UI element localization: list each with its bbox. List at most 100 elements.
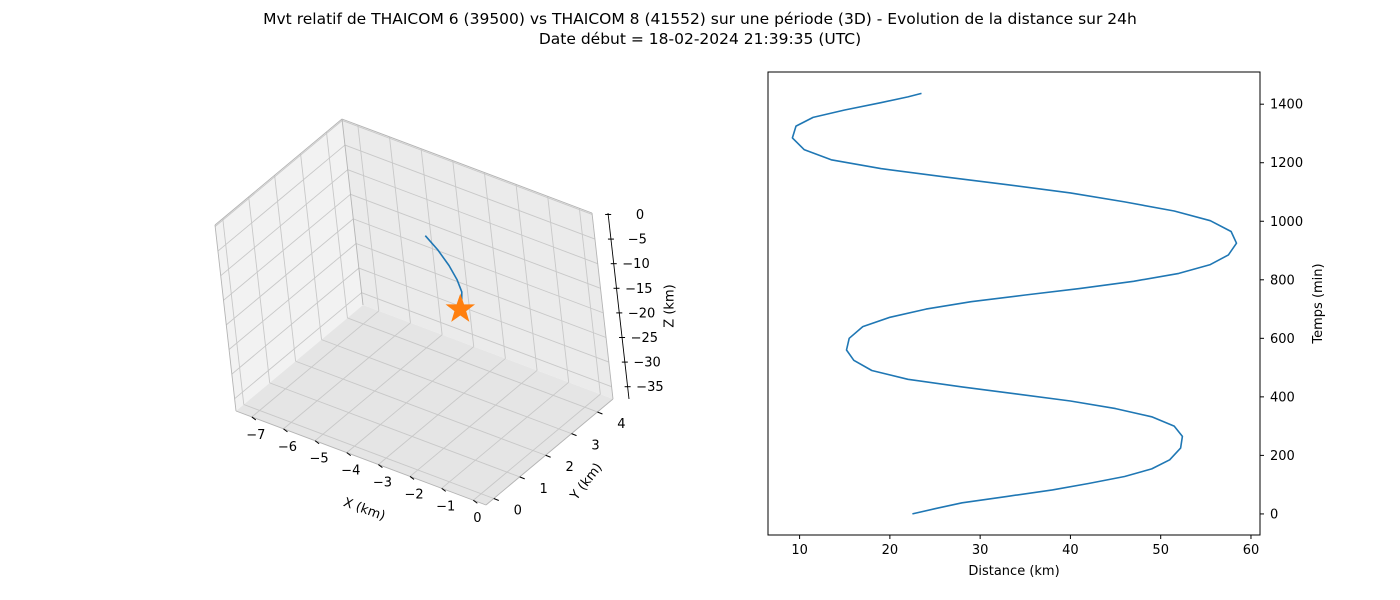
grid-line <box>578 208 601 395</box>
x-tick-3d <box>378 464 383 468</box>
z-tick-label-3d: 0 <box>636 208 644 223</box>
y-axis-label: Temps (min) <box>1311 263 1326 344</box>
grid-line <box>314 334 443 442</box>
y-tick-label: 1200 <box>1270 156 1303 171</box>
grid-line <box>347 169 598 265</box>
series-2d <box>791 92 1238 515</box>
z-tick-label-3d: −25 <box>631 331 658 346</box>
x-tick-3d <box>346 452 352 457</box>
x-tick-3d <box>473 499 478 504</box>
grid-line <box>234 292 362 400</box>
grid-line <box>473 393 601 501</box>
x-tick-label: 60 <box>1243 543 1260 558</box>
grid-line <box>515 184 538 371</box>
grid-line <box>217 144 346 252</box>
grid-line <box>231 267 360 375</box>
x-tick-label-3d: −5 <box>310 452 329 467</box>
grid-line <box>295 360 546 456</box>
z-tick-label-3d: −30 <box>633 356 660 371</box>
z-axis-line <box>607 212 630 400</box>
grid-line <box>355 243 607 338</box>
y-tick-3d <box>519 476 525 480</box>
grid-line <box>283 322 411 430</box>
grid-line <box>344 144 596 240</box>
y-tick-label-3d: 0 <box>514 504 522 519</box>
grid-3d <box>214 120 612 501</box>
y-tick-label-3d: 1 <box>540 482 548 497</box>
x-tick-label: 10 <box>791 543 808 558</box>
x-tick-label-3d: 0 <box>473 511 481 526</box>
x-tick-label: 20 <box>882 543 899 558</box>
x-axis-label: Distance (km) <box>968 564 1059 579</box>
y-tick-3d <box>597 411 603 415</box>
y-tick-label: 0 <box>1270 507 1278 522</box>
grid-line <box>350 193 601 289</box>
grid-line <box>248 196 271 383</box>
axes-3d <box>214 118 630 506</box>
ticks-3d: −7−6−5−4−3−2−10012340−5−10−15−20−25−30−3… <box>246 208 663 526</box>
y-tick-3d <box>571 433 577 437</box>
y-axis-line <box>485 398 614 506</box>
x-tick-label-3d: −6 <box>278 440 297 455</box>
pane-edge <box>591 212 614 400</box>
x-tick-label-3d: −1 <box>436 499 455 514</box>
grid-line <box>274 175 297 362</box>
grid-line <box>321 339 572 435</box>
x-tick-3d <box>409 476 415 480</box>
pane-edge <box>214 224 237 412</box>
y-tick-3d <box>545 454 551 458</box>
figure-title: Mvt relatif de THAICOM 6 (39500) vs THAI… <box>263 10 1137 28</box>
grid-line <box>223 193 351 301</box>
y-tick-label: 600 <box>1270 332 1295 347</box>
x-tick-label-3d: −2 <box>404 487 423 502</box>
grid-line <box>378 358 506 465</box>
x-tick-label-3d: −3 <box>373 476 392 491</box>
grid-line <box>357 124 380 311</box>
pane-back-left <box>215 119 363 411</box>
pane-edge <box>214 118 343 226</box>
distance-series-line <box>791 92 1238 515</box>
plot-frame <box>767 71 1261 536</box>
z-tick-label-3d: −20 <box>628 306 655 321</box>
x-tick-3d <box>314 440 320 445</box>
y-tick-label-3d: 2 <box>565 460 573 475</box>
x-tick-label: 30 <box>972 543 989 558</box>
z-tick-label-3d: −35 <box>636 380 663 395</box>
x-tick-3d <box>283 428 288 433</box>
grid-line <box>547 196 570 383</box>
y-tick-label: 1000 <box>1270 215 1303 230</box>
grid-line <box>358 267 609 363</box>
y-tick-label-3d: 3 <box>591 439 599 454</box>
pane-floor <box>236 305 613 505</box>
grid-line <box>347 317 598 413</box>
y-tick-label-3d: 4 <box>617 417 625 432</box>
grid-line <box>389 136 411 323</box>
pane-back-right <box>342 119 613 399</box>
x-tick-label: 40 <box>1062 543 1079 558</box>
plot-3d: −7−6−5−4−3−2−10012340−5−10−15−20−25−30−3… <box>214 118 678 526</box>
grid-line <box>361 292 612 388</box>
z-tick-label-3d: −10 <box>622 257 649 272</box>
x-tick-label-3d: −4 <box>341 464 360 479</box>
series-3d <box>424 235 476 322</box>
x-tick-3d <box>251 416 257 421</box>
x-tick-label: 50 <box>1152 543 1169 558</box>
pane-edge <box>341 118 593 214</box>
grid-line <box>409 370 538 477</box>
grid-line <box>220 169 349 277</box>
grid-line <box>214 120 343 227</box>
grid-line <box>483 172 506 359</box>
x-tick-label-3d: −7 <box>246 428 265 443</box>
relative-motion-line <box>424 235 463 302</box>
x-axis-label-3d: X (km) <box>341 495 387 524</box>
grid-line <box>300 153 322 340</box>
grid-line <box>269 382 520 478</box>
z-tick-label-3d: −15 <box>625 282 652 297</box>
z-axis-label-3d: Z (km) <box>663 284 678 327</box>
grid-line <box>326 131 348 319</box>
x-axis-line <box>235 410 487 506</box>
reference-star-marker <box>445 293 476 322</box>
